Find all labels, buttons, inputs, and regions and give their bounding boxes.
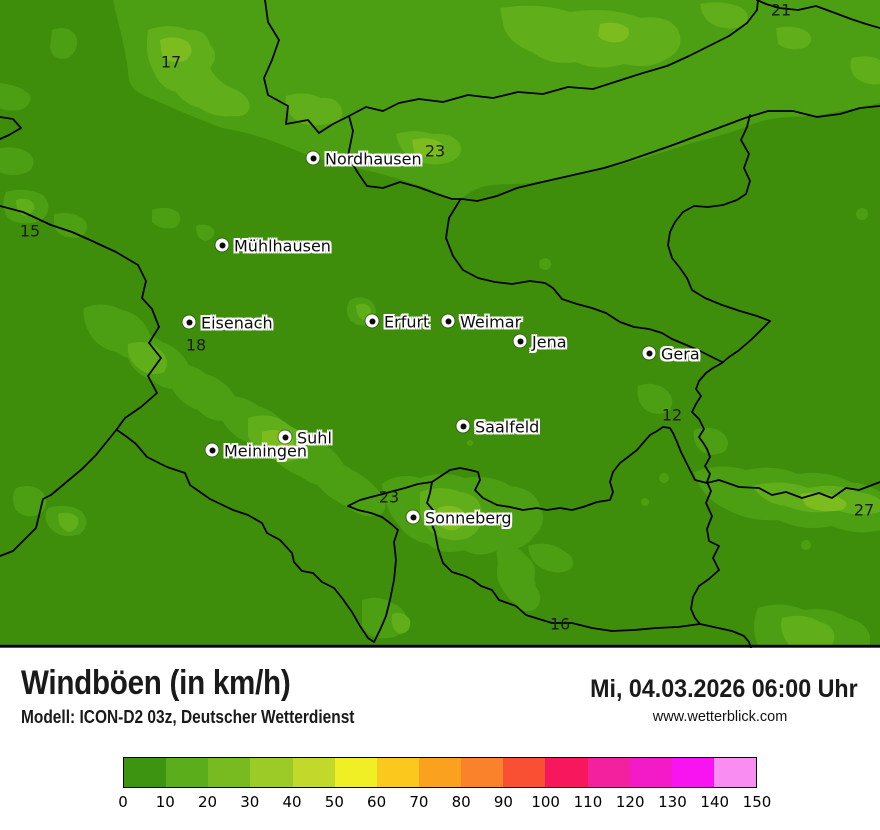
legend-color-segment xyxy=(418,758,462,787)
city-marker-icon xyxy=(306,151,320,165)
map-value: 15 xyxy=(19,221,41,241)
legend-tick-label: 100 xyxy=(531,793,560,811)
legend-color-segment xyxy=(124,758,167,787)
map-value: 23 xyxy=(424,141,446,161)
city-marker-icon xyxy=(441,314,455,328)
city-label: Sonneberg xyxy=(425,508,512,528)
forecast-datetime: Mi, 04.03.2026 06:00 Uhr xyxy=(590,675,858,703)
city-label: Saalfeld xyxy=(475,417,540,437)
legend-color-segment xyxy=(671,758,714,787)
city-marker-icon xyxy=(365,314,379,328)
legend-tick-label: 30 xyxy=(240,793,260,811)
city-label: Mühlhausen xyxy=(234,236,331,256)
legend-tick-label: 60 xyxy=(367,793,387,811)
city-marker-icon xyxy=(278,430,292,444)
legend-tick-label: 90 xyxy=(493,793,513,811)
legend-tick-label: 20 xyxy=(197,793,218,811)
legend-color-segment xyxy=(503,758,546,787)
map-value: 27 xyxy=(853,500,875,520)
map-terrain xyxy=(0,0,880,648)
legend-tick-label: 120 xyxy=(615,793,645,811)
website-url: www.wetterblick.com xyxy=(652,709,788,725)
city-label: Meiningen xyxy=(224,441,307,461)
legend-tick-label: 40 xyxy=(282,793,302,811)
legend-tick-label: 0 xyxy=(118,793,128,811)
legend-tick-label: 150 xyxy=(742,793,772,811)
legend-color-segment xyxy=(292,758,335,787)
legend-color-segment xyxy=(376,758,419,787)
city-label: Erfurt xyxy=(384,312,430,332)
map-bottom-border xyxy=(0,644,880,648)
city-marker-icon xyxy=(513,334,527,348)
state-borders xyxy=(0,0,880,648)
city-label: Nordhausen xyxy=(325,149,422,169)
legend-tick-label: 10 xyxy=(155,793,175,811)
legend-tick-label: 50 xyxy=(324,793,344,811)
city-label: Gera xyxy=(661,344,700,364)
city-marker-icon xyxy=(456,419,470,433)
city-label: Suhl xyxy=(297,428,332,448)
map-value: 18 xyxy=(185,335,207,355)
city-marker-icon xyxy=(215,238,229,252)
terrain-shade-brightest xyxy=(279,443,456,522)
legend-tick-label: 70 xyxy=(409,793,429,811)
map-value: 23 xyxy=(378,487,400,507)
weather-map: 21 17 23 15 18 12 23 27 16 Nordhausen Mühlhausen Ei… xyxy=(0,0,880,648)
color-scale-legend xyxy=(123,757,757,788)
model-subtitle: Modell: ICON-D2 03z, Deutscher Wetterdie… xyxy=(21,707,355,727)
city-label: Weimar xyxy=(460,312,522,332)
map-labels-overlay: 21 17 23 15 18 12 23 27 16 Nordhausen Mühlhausen Ei… xyxy=(0,0,880,648)
map-value: 16 xyxy=(549,614,571,634)
map-value: 12 xyxy=(661,405,683,425)
city-marker-icon xyxy=(642,346,656,360)
legend-tick-label: 80 xyxy=(451,793,471,811)
map-value: 17 xyxy=(160,52,182,72)
city-marker-icon xyxy=(406,510,420,524)
city-marker-icon xyxy=(205,443,219,457)
page-title: Windböen (in km/h) xyxy=(21,664,291,702)
legend-tick-label: 130 xyxy=(658,793,687,811)
legend-color-segment xyxy=(713,758,757,787)
city-marker-icon xyxy=(182,315,196,329)
legend-tick-label: 110 xyxy=(573,793,603,811)
map-value: 21 xyxy=(770,0,792,20)
terrain-shade-light xyxy=(0,0,880,646)
legend-color-segment xyxy=(250,758,293,787)
legend-color-segment xyxy=(334,758,377,787)
legend-color-segment xyxy=(587,758,630,787)
legend-color-segment xyxy=(461,758,504,787)
city-label: Eisenach xyxy=(201,313,273,333)
legend-color-segment xyxy=(629,758,672,787)
legend-tick-label: 140 xyxy=(700,793,730,811)
legend-color-segment xyxy=(166,758,209,787)
city-label: Jena xyxy=(532,332,567,352)
legend-color-segment xyxy=(545,758,588,787)
legend-color-segment xyxy=(208,758,251,787)
